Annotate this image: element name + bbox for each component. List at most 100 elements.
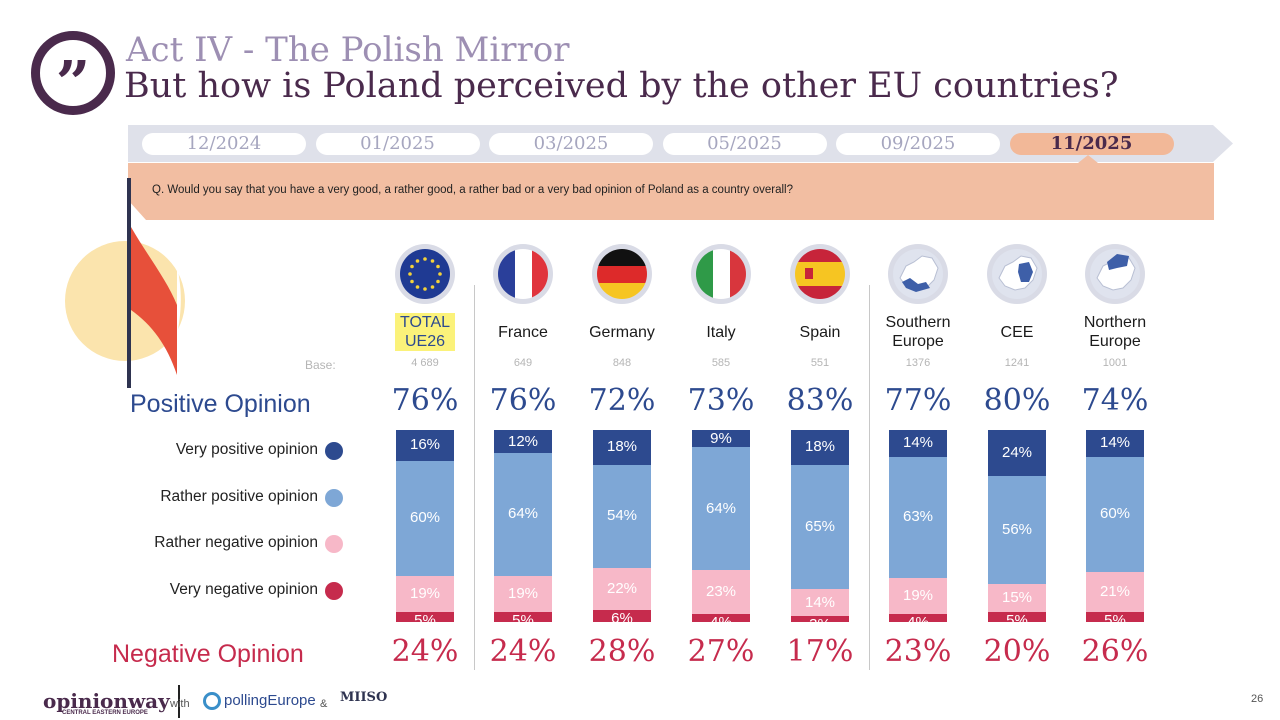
- with-text: with: [170, 698, 190, 710]
- bar-segment: [692, 570, 750, 615]
- bar-segment-label: 60%: [1099, 505, 1131, 523]
- bar-segment-label: 19%: [902, 587, 934, 605]
- timeline-pill-03-2025[interactable]: 03/2025: [489, 133, 653, 155]
- bar-segment: [396, 612, 454, 622]
- bar-segment: [692, 447, 750, 571]
- base-count: 1376: [905, 357, 931, 369]
- timeline-bar: 12/2024 01/2025 03/2025 05/2025 09/2025 11/20…: [128, 125, 1233, 162]
- bar-segment: [791, 464, 849, 590]
- stacked-bar: 18% 54% 22% 6%: [593, 430, 651, 627]
- eu-flag-icon: [393, 242, 457, 306]
- bar-segment: [791, 430, 849, 465]
- legend-label: Very negative opinion: [169, 581, 318, 598]
- negative-opinion-label: Negative Opinion: [112, 640, 304, 668]
- bar-segment: [1086, 430, 1144, 457]
- bar-segment: [494, 453, 552, 576]
- bar-segment-label: 18%: [606, 438, 638, 456]
- opinionway-subtitle: CENTRAL EASTERN EUROPE: [62, 710, 148, 716]
- polish-flag-icon: [131, 227, 181, 375]
- bar-segment-label: 4%: [907, 614, 929, 632]
- bar-segment: [988, 430, 1046, 477]
- bar-segment-label: 16%: [409, 436, 441, 454]
- legend-label: Rather negative opinion: [154, 534, 318, 551]
- positive-total: 76%: [391, 383, 459, 418]
- base-count: 649: [513, 357, 533, 369]
- stacked-bar: 24% 56% 15% 5%: [988, 430, 1046, 629]
- bar-segment-label: 14%: [1099, 434, 1131, 452]
- column-name: France: [498, 324, 548, 341]
- bar-segment: [988, 476, 1046, 584]
- negative-total: 24%: [391, 634, 459, 669]
- footer-divider: [178, 685, 180, 718]
- page-title: But how is Poland perceived by the other…: [124, 66, 1119, 106]
- stacked-bar: 16% 60% 19% 5%: [396, 430, 454, 629]
- positive-total: 72%: [588, 383, 656, 418]
- bar-segment: [791, 616, 849, 622]
- bar-segment: [889, 614, 947, 622]
- negative-total: 24%: [489, 634, 557, 669]
- positive-opinion-label: Positive Opinion: [130, 390, 311, 418]
- bar-segment-label: 5%: [512, 612, 534, 630]
- column-name: Spain: [799, 324, 841, 341]
- bar-segment-label: 5%: [1104, 612, 1126, 630]
- bar-segment: [396, 575, 454, 613]
- column-name: Southern Europe: [885, 314, 951, 350]
- stacked-bar: 18% 65% 14% 3%: [791, 430, 849, 633]
- negative-total: 23%: [884, 634, 952, 669]
- bar-segment-label: 9%: [710, 430, 732, 447]
- bar-segment: [494, 575, 552, 613]
- bar-segment: [791, 589, 849, 617]
- bar-segment-label: 21%: [1099, 583, 1131, 601]
- timeline-pill-09-2025[interactable]: 09/2025: [836, 133, 1000, 155]
- bar-segment-label: 22%: [606, 580, 638, 598]
- bar-segment: [593, 464, 651, 569]
- divider-line: [869, 285, 870, 670]
- bar-segment: [1086, 612, 1144, 622]
- negative-total: 20%: [983, 634, 1051, 669]
- timeline-pill-01-2025[interactable]: 01/2025: [315, 133, 480, 155]
- bar-segment-label: 15%: [1001, 589, 1033, 606]
- bar-segment-label: 18%: [804, 438, 836, 456]
- stacked-bar: 12% 64% 19% 5%: [494, 430, 552, 629]
- timeline-pill-12-2024[interactable]: 12/2024: [142, 133, 306, 155]
- base-count: 551: [810, 357, 830, 369]
- flag-pole: [127, 178, 131, 388]
- positive-total: 74%: [1081, 383, 1149, 418]
- bar-segment-label: 56%: [1001, 520, 1033, 538]
- bar-segment: [889, 456, 947, 578]
- bar-segment-label: 5%: [1006, 612, 1028, 630]
- bar-segment-label: 3%: [809, 616, 831, 634]
- positive-total: 76%: [489, 383, 557, 418]
- positive-total: 77%: [884, 383, 952, 418]
- france-flag-icon: [491, 242, 555, 306]
- legend-dot: [325, 582, 343, 600]
- bar-segment-label: 65%: [804, 517, 836, 535]
- negative-total: 27%: [687, 634, 755, 669]
- column-name: Northern Europe: [1083, 314, 1147, 350]
- ampersand-text: &: [320, 698, 328, 710]
- bar-segment-label: 12%: [507, 432, 539, 450]
- timeline-pill-11-2025[interactable]: 11/2025: [1009, 133, 1174, 155]
- column-name: Italy: [706, 324, 736, 341]
- negative-total: 28%: [588, 634, 656, 669]
- base-count: 1241: [1004, 357, 1030, 369]
- base-count: 1001: [1102, 357, 1128, 369]
- column-name: TOTAL UE26: [395, 313, 455, 351]
- germany-flag-icon: [590, 242, 654, 306]
- bar-segment-label: 23%: [705, 583, 737, 601]
- stacked-bar: 14% 63% 19% 4%: [889, 430, 947, 631]
- act-subtitle: Act IV - The Polish Mirror: [126, 30, 570, 70]
- polling-europe-icon: [203, 692, 221, 710]
- positive-total: 80%: [983, 383, 1051, 418]
- column-name: CEE: [1000, 324, 1034, 341]
- question-text: Q. Would you say that you have a very go…: [152, 184, 793, 196]
- bar-segment: [396, 460, 454, 576]
- bar-segment: [593, 610, 651, 622]
- base-count: 4 689: [411, 357, 439, 369]
- timeline-pill-05-2025[interactable]: 05/2025: [662, 133, 827, 155]
- bar-segment: [1086, 456, 1144, 573]
- bar-segment: [692, 430, 750, 448]
- bar-segment-label: 14%: [804, 593, 836, 611]
- bar-segment-label: 54%: [606, 507, 638, 525]
- bar-segment-label: 4%: [710, 614, 732, 632]
